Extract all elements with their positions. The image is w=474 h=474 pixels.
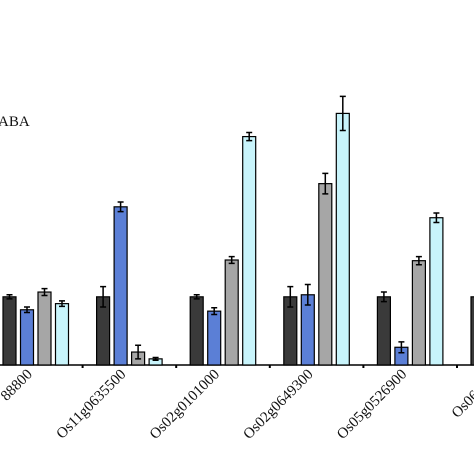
error-bar (246, 131, 253, 142)
x-tick-label: Os02g0649300 (240, 367, 316, 443)
bar (411, 260, 426, 366)
error-bar (211, 306, 218, 316)
error-bar (228, 255, 235, 265)
error-bar (398, 341, 405, 354)
bar (224, 259, 239, 366)
error-bar (135, 344, 142, 360)
x-tick-label: Os11g0635500 (54, 367, 130, 443)
error-bar (100, 285, 107, 308)
x-tick-label: Os06g049 (449, 367, 474, 422)
bar (242, 135, 257, 366)
error-bar (193, 294, 200, 300)
bar (335, 112, 350, 366)
error-bar (41, 287, 48, 297)
annotation: ABA (0, 114, 30, 130)
error-bar (304, 283, 311, 306)
error-bar (415, 255, 422, 266)
error-bar (6, 294, 13, 300)
bar (189, 296, 204, 366)
bar (376, 296, 391, 366)
error-bar (287, 285, 294, 308)
bar (2, 296, 17, 366)
error-bar (380, 291, 387, 303)
bar (318, 183, 333, 366)
error-bar (152, 356, 159, 361)
error-bar (339, 95, 346, 132)
bar (19, 309, 35, 366)
bar (113, 206, 128, 366)
bar (37, 291, 52, 366)
error-bar (24, 306, 30, 314)
error-bar (117, 201, 124, 213)
x-tick-label: Os05g0526900 (334, 367, 410, 443)
x-tick-label: Os02g0101000 (147, 367, 223, 443)
bar (207, 310, 222, 366)
x-tick-label: 88800 (0, 367, 36, 405)
bar (429, 217, 444, 366)
error-bar (59, 300, 65, 308)
bar (470, 296, 474, 366)
error-bar (322, 172, 329, 195)
bar (54, 303, 70, 366)
error-bar (433, 212, 440, 224)
